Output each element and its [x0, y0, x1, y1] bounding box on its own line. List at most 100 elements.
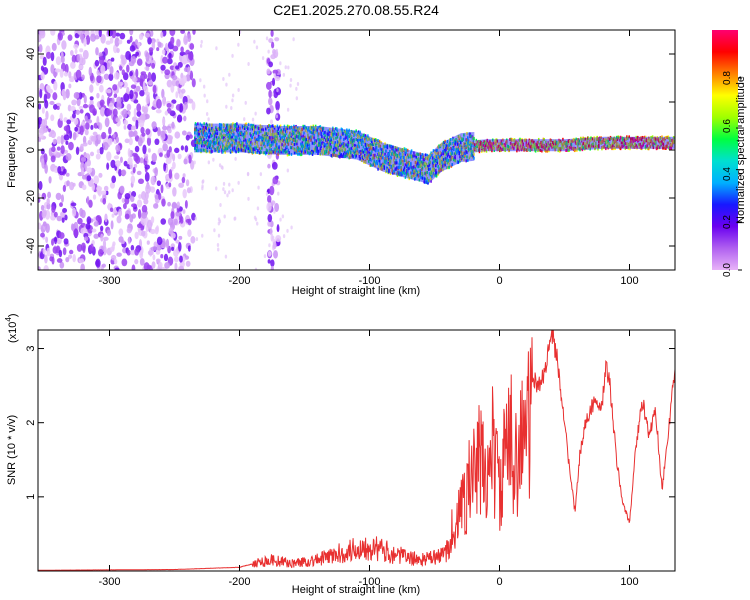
heatmap-cell: [201, 123, 203, 127]
heatmap-cell: [240, 148, 243, 152]
heatmap-cell: [255, 131, 258, 135]
heatmap-cell: [230, 138, 233, 142]
heatmap-cell: [399, 152, 401, 156]
heatmap-cell: [414, 167, 417, 171]
heatmap-cell: [353, 151, 356, 155]
heatmap-cell: [381, 164, 383, 168]
heatmap-cell: [238, 123, 240, 153]
heatmap-cell: [414, 169, 417, 173]
heatmap-cell: [281, 143, 283, 147]
heatmap-cell: [280, 142, 283, 146]
heatmap-cell: [142, 80, 146, 91]
heatmap-cell: [216, 141, 219, 145]
heatmap-cell: [256, 138, 258, 142]
heatmap-cell: [44, 254, 48, 264]
heatmap-cell: [321, 135, 323, 139]
heatmap-cell: [414, 160, 417, 164]
heatmap-cell: [308, 129, 311, 133]
heatmap-cell: [235, 128, 237, 132]
heatmap-cell: [366, 143, 368, 147]
heatmap-cell: [221, 129, 223, 133]
heatmap-cell: [40, 232, 45, 238]
heatmap-cell: [351, 130, 353, 159]
heatmap-cell: [316, 128, 318, 132]
heatmap-cell: [65, 172, 70, 177]
heatmap-cell: [303, 126, 306, 155]
heatmap-cell: [402, 159, 404, 163]
heatmap-cell: [286, 145, 288, 149]
heatmap-cell: [371, 147, 374, 151]
heatmap-cell: [419, 152, 421, 182]
heatmap-cell: [268, 136, 271, 140]
heatmap-cell: [339, 141, 342, 145]
heatmap-cell: [358, 132, 361, 136]
heatmap-cell: [270, 148, 272, 152]
heatmap-cell: [273, 126, 276, 130]
heatmap-cell: [202, 125, 205, 129]
heatmap-cell: [356, 133, 358, 137]
heatmap-cell: [266, 126, 269, 130]
heatmap-cell: [236, 141, 239, 145]
heatmap-cell: [379, 156, 382, 160]
heatmap-cell: [228, 132, 230, 136]
heatmap-cell: [38, 133, 44, 139]
heatmap-cell: [246, 142, 248, 146]
heatmap-cell: [68, 77, 74, 83]
heatmap-cell: [266, 149, 269, 153]
heatmap-cell: [89, 99, 94, 107]
heatmap-cell: [364, 134, 367, 164]
heatmap-cell: [292, 37, 295, 42]
heatmap-cell: [302, 138, 304, 142]
heatmap-cell: [373, 156, 375, 160]
heatmap-cell: [212, 142, 215, 146]
heatmap-cell: [286, 126, 289, 155]
heatmap-cell: [116, 47, 120, 54]
heatmap-cell: [296, 130, 299, 134]
heatmap-cell: [114, 267, 120, 270]
heatmap-cell: [231, 93, 235, 98]
heatmap-cell: [278, 139, 280, 143]
snr-plot-area: [38, 330, 675, 571]
heatmap-cell: [179, 265, 185, 270]
heatmap-cell: [121, 197, 126, 204]
heatmap-cell: [171, 99, 177, 104]
heatmap-cell: [272, 134, 275, 138]
heatmap-cell: [296, 131, 298, 135]
heatmap-cell: [296, 152, 299, 156]
heatmap-cell: [286, 168, 290, 173]
heatmap-cell: [343, 129, 346, 133]
heatmap-cell: [417, 165, 419, 169]
heatmap-cell: [126, 227, 132, 234]
heatmap-cell: [326, 146, 329, 150]
heatmap-cell: [356, 144, 358, 148]
heatmap-cell: [39, 30, 46, 39]
heatmap-cell: [187, 52, 194, 61]
heatmap-cell: [130, 244, 135, 252]
heatmap-cell: [350, 154, 353, 158]
heatmap-cell: [405, 156, 407, 160]
heatmap-cell: [403, 148, 406, 178]
heatmap-cell: [216, 132, 219, 136]
heatmap-cell: [184, 199, 188, 209]
heatmap-cell: [296, 126, 299, 155]
heatmap-cell: [171, 75, 178, 81]
heatmap-cell: [390, 156, 393, 160]
heatmap-cell: [397, 165, 400, 169]
heatmap-cell: [335, 127, 337, 131]
heatmap-cell: [213, 133, 215, 137]
heatmap-cell: [223, 214, 226, 219]
heatmap-cell: [369, 157, 371, 161]
heatmap-cell: [369, 163, 371, 167]
heatmap-cell: [403, 149, 405, 153]
heatmap-cell: [235, 123, 237, 153]
heatmap-cell: [262, 151, 265, 155]
heatmap-cell: [317, 137, 319, 141]
heatmap-cell: [236, 123, 238, 153]
heatmap-cell: [139, 157, 144, 164]
heatmap-cell: [225, 125, 228, 129]
heatmap-cell: [402, 152, 404, 156]
heatmap-cell: [40, 71, 45, 81]
heatmap-cell: [320, 145, 322, 149]
heatmap-cell: [329, 146, 332, 150]
heatmap-cell: [406, 148, 409, 152]
